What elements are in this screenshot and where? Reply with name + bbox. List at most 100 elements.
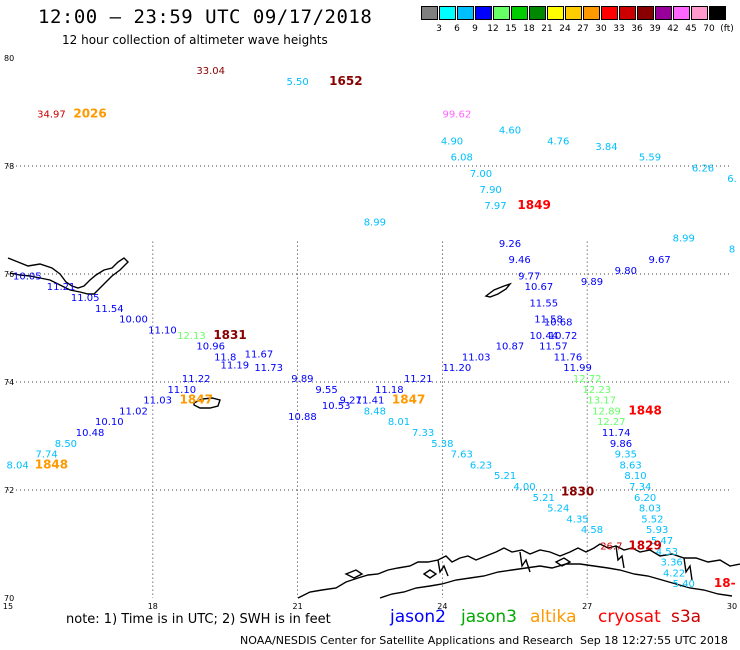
wave-height-label: 4.22 [663, 568, 685, 579]
wave-height-label: 11.22 [182, 374, 211, 385]
latitude-label: 72 [4, 486, 14, 495]
pass-time-label: 18- [714, 576, 736, 590]
wave-height-label: 11.21 [47, 282, 76, 293]
pass-time-label: 1652 [329, 74, 362, 88]
colorbar-swatch [673, 6, 690, 20]
hopen-island [484, 282, 513, 298]
pass-time-label: 1830 [561, 484, 594, 498]
wave-height-label: 8.03 [639, 504, 661, 515]
legend-altika: altika [530, 607, 577, 627]
latitude-label: 74 [4, 378, 14, 387]
wave-height-label: 10.96 [196, 342, 225, 353]
wave-height-label: 10.88 [288, 412, 317, 423]
colorbar-swatch [637, 6, 654, 20]
colorbar-label: 24 [559, 24, 571, 34]
colorbar-label: (ft) [720, 24, 734, 34]
wave-height-label: 11.55 [529, 298, 558, 309]
wave-height-label: 99.62 [443, 109, 472, 120]
wave-height-label: 5.21 [533, 493, 555, 504]
longitude-label: 21 [293, 602, 303, 611]
wave-height-label: 4.58 [581, 525, 603, 536]
wave-height-label: 10.05 [13, 271, 42, 282]
wave-height-label: 8.50 [55, 439, 77, 450]
wave-height-label: 7.34 [629, 482, 651, 493]
colorbar-label: 39 [649, 24, 661, 34]
wave-height-label: 10.10 [95, 417, 124, 428]
wave-height-label: 12.89 [592, 406, 621, 417]
colorbar-swatch [439, 6, 456, 20]
wave-height-label: 4.00 [513, 482, 535, 493]
wave-height-label: 8.04 [7, 460, 29, 471]
norway-inner-coast [379, 563, 733, 599]
fjord-1 [437, 559, 449, 577]
latitude-label: 70 [4, 594, 14, 603]
colorbar-label: 6 [454, 24, 460, 34]
longitude-label: 15 [3, 602, 13, 611]
wave-height-label: 11.99 [563, 363, 592, 374]
wave-height-label: 5.52 [641, 514, 663, 525]
wave-height-label: 5.21 [494, 471, 516, 482]
wave-height-label: 9.27 [340, 396, 362, 407]
wave-height-label: 12.23 [583, 385, 612, 396]
colorbar-swatch [601, 6, 618, 20]
legend-note: note: 1) Time is in UTC; 2) SWH is in fe… [66, 612, 331, 627]
legend-jason2: jason2 [390, 607, 446, 627]
colorbar-swatch [619, 6, 636, 20]
wave-height-label: 6.23 [470, 460, 492, 471]
pass-time-label: 1849 [517, 198, 550, 212]
colorbar-swatch [493, 6, 510, 20]
colorbar-label: 15 [505, 24, 517, 34]
wave-height-label: 12.72 [573, 374, 602, 385]
wave-height-label: 10.67 [525, 282, 554, 293]
legend-jason3: jason3 [461, 607, 517, 627]
wave-height-label: 11.8 [214, 352, 236, 363]
wave-height-label: 7.74 [35, 450, 57, 461]
colorbar-label: 70 [703, 24, 715, 34]
wave-height-label: 10.68 [544, 317, 573, 328]
wave-height-label: 9.26 [499, 239, 521, 250]
wave-height-label: 11.03 [143, 396, 172, 407]
wave-height-label: 6.20 [634, 493, 656, 504]
longitude-label: 27 [582, 602, 592, 611]
wave-height-label: 11.19 [221, 361, 250, 372]
wave-height-label: 33.04 [196, 66, 225, 77]
colorbar-swatch [655, 6, 672, 20]
wave-height-label: 6. [727, 174, 737, 185]
legend-s3a: s3a [671, 607, 702, 627]
colorbar-label: 21 [541, 24, 553, 34]
wave-height-label: 5.50 [286, 77, 308, 88]
wave-height-label: 8.48 [364, 406, 386, 417]
wave-height-label: 10.87 [496, 342, 525, 353]
bear-island [193, 397, 221, 409]
colorbar-swatch [583, 6, 600, 20]
wave-height-label: 9.77 [518, 271, 540, 282]
colorbar-label: 33 [613, 24, 625, 34]
wave-height-label: 4.53 [656, 547, 678, 558]
wave-observations: 33.04 5.50 1652 34.97 2026 99.62 4.60 4.90 4.76 3… [7, 66, 737, 590]
latitude-label: 78 [4, 162, 14, 171]
wave-height-label: 11.18 [375, 385, 404, 396]
wave-height-label: 11.54 [95, 304, 124, 315]
island-b [422, 569, 438, 579]
longitude-label: 18 [148, 602, 158, 611]
fjord-3 [615, 545, 625, 569]
pass-time-label: 1847 [392, 393, 425, 407]
wave-height-label: 9.86 [610, 439, 632, 450]
colorbar-swatch [709, 6, 726, 20]
wave-height-label: 10.44 [529, 331, 558, 342]
wave-height-label: 7.00 [470, 169, 492, 180]
wave-height-label: 8 [729, 244, 735, 255]
credit-line: NOAA/NESDIS Center for Satellite Applica… [240, 634, 574, 647]
colorbar-label: 27 [577, 24, 589, 34]
colorbar-label: 3 [436, 24, 442, 34]
wave-height-label: 11.05 [71, 293, 100, 304]
wave-height-label: 9.67 [648, 255, 670, 266]
island-a [344, 569, 364, 579]
wave-height-label: 8.99 [364, 217, 386, 228]
wave-height-label: 5.38 [431, 439, 453, 450]
pass-time-label: 1829 [628, 538, 661, 552]
colorbar-label: 45 [685, 24, 697, 34]
norway-north-coast [297, 543, 740, 599]
svalbard-south-coast [7, 257, 129, 295]
map-title: 12:00 — 23:59 UTC 09/17/2018 [38, 6, 373, 28]
